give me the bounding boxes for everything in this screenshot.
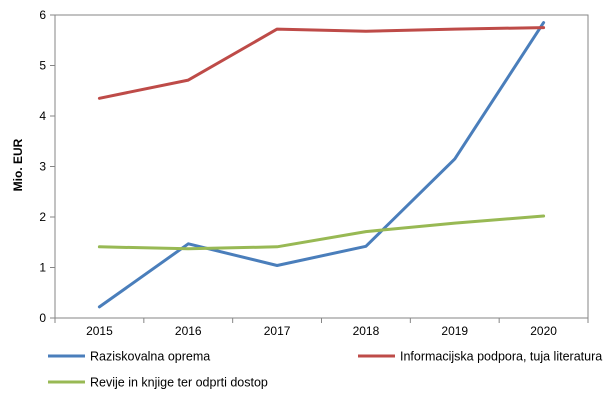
- legend-label-1: Raziskovalna oprema: [90, 350, 210, 364]
- y-axis-label: Mio. EUR: [11, 138, 25, 191]
- y-tick-label: 1: [39, 261, 46, 275]
- y-tick-label: 5: [39, 59, 46, 73]
- legend-label-2: Informacijska podpora, tuja literatura: [400, 350, 602, 364]
- x-tick-label: 2018: [353, 324, 380, 338]
- plot-frame: [54, 14, 589, 319]
- series-line-3: [97, 214, 546, 251]
- x-tick-label: 2017: [264, 324, 291, 338]
- x-tick-label: 2020: [530, 324, 557, 338]
- x-tick-label: 2019: [441, 324, 468, 338]
- y-tick-label: 0: [39, 311, 46, 325]
- y-axis: 0 1 2 3 4 5 6: [39, 8, 55, 325]
- plot-area: [54, 14, 589, 319]
- y-tick-label: 4: [39, 109, 46, 123]
- y-tick-label: 6: [39, 8, 46, 22]
- legend-label-3: Revije in knjige ter odprti dostop: [90, 376, 268, 390]
- series-layer: [97, 21, 546, 309]
- series-line-1: [97, 21, 546, 309]
- y-tick-label: 2: [39, 210, 46, 224]
- series-line-2: [97, 26, 546, 100]
- x-tick-label: 2016: [175, 324, 202, 338]
- x-tick-label: 2015: [86, 324, 113, 338]
- y-tick-label: 3: [39, 160, 46, 174]
- x-axis: 2015 2016 2017 2018 2019 2020: [54, 318, 589, 338]
- legend: Raziskovalna oprema Informacijska podpora…: [48, 350, 602, 390]
